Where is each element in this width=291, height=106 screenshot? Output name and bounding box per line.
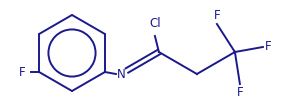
Text: Cl: Cl <box>149 17 161 30</box>
Text: F: F <box>237 86 243 99</box>
Text: F: F <box>265 40 272 54</box>
Text: F: F <box>214 9 220 22</box>
Text: F: F <box>18 66 25 79</box>
Text: N: N <box>116 68 125 80</box>
